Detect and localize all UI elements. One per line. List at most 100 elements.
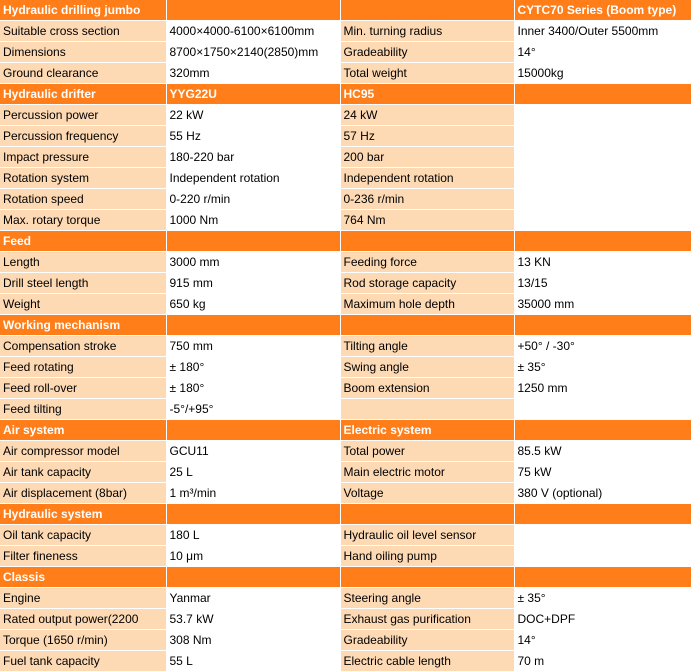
section-header-hydraulic-drifter: Hydraulic drifter YYG22U HC95 (0, 83, 691, 105)
section-header-cell: Working mechanism (0, 314, 167, 336)
spec-value-cell: 180 L (166, 524, 341, 546)
table-row: Air compressor model GCU11 Total power 85.5… (0, 440, 691, 462)
table-row: Feed tilting -5°/+95° (0, 398, 691, 420)
section-header-cell: Electric system (340, 419, 515, 441)
spec-label-cell: Air tank capacity (0, 461, 167, 483)
section-header-cell: Classis (0, 566, 167, 588)
spec-value-cell: 1250 mm (514, 377, 691, 399)
section-header-cell (166, 419, 341, 441)
spec-label-cell: Electric cable length (340, 650, 515, 672)
spec-label-cell: Feed rotating (0, 356, 167, 378)
spec-label-cell: Fuel tank capacity (0, 650, 167, 672)
spec-value-cell: 22 kW (166, 104, 341, 126)
spec-value-cell: 1 m³/min (166, 482, 341, 504)
section-header-cell (166, 314, 341, 336)
spec-value-cell: 75 kW (514, 461, 691, 483)
spec-value-cell: 650 kg (166, 293, 341, 315)
table-row: Max. rotary torque 1000 Nm 764 Nm (0, 209, 691, 231)
spec-value-cell: ± 180° (166, 377, 341, 399)
spec-label-cell: Dimensions (0, 41, 167, 63)
section-header-cell (514, 83, 691, 105)
spec-label-cell: Drill steel length (0, 272, 167, 294)
spec-value-cell: 25 L (166, 461, 341, 483)
spec-value-cell (514, 398, 691, 420)
section-header-cell: CYTC70 Series (Boom type) (514, 0, 691, 21)
section-header-cell: Hydraulic drifter (0, 83, 167, 105)
spec-label-cell: Weight (0, 293, 167, 315)
spec-label-cell: Compensation stroke (0, 335, 167, 357)
section-header-cell: HC95 (340, 83, 515, 105)
spec-value-cell: 380 V (optional) (514, 482, 691, 504)
section-header-cell (166, 503, 341, 525)
spec-value-cell: 14° (514, 41, 691, 63)
spec-label-cell: Steering angle (340, 587, 515, 609)
table-row: Feed rotating ± 180° Swing angle ± 35° (0, 356, 691, 378)
spec-label-cell: 764 Nm (340, 209, 515, 231)
table-row: Fuel tank capacity 55 L Electric cable len… (0, 650, 691, 672)
spec-value-cell: 15000kg (514, 62, 691, 84)
spec-label-cell: 24 kW (340, 104, 515, 126)
table-row: Filter fineness 10 μm Hand oiling pump (0, 545, 691, 567)
spec-label-cell: Air compressor model (0, 440, 167, 462)
spec-label-cell: Hydraulic oil level sensor (340, 524, 515, 546)
spec-label-cell: Length (0, 251, 167, 273)
spec-value-cell: 10 μm (166, 545, 341, 567)
table-row: Ground clearance 320mm Total weight 15000kg (0, 62, 691, 84)
spec-label-cell: Air displacement (8bar) (0, 482, 167, 504)
section-header-cell (340, 503, 515, 525)
section-header-cell (514, 503, 691, 525)
spec-value-cell: 750 mm (166, 335, 341, 357)
section-header-cell (514, 419, 691, 441)
spec-label-cell: Gradeability (340, 41, 515, 63)
table-row: Compensation stroke 750 mm Tilting angle +5… (0, 335, 691, 357)
spec-value-cell (514, 209, 691, 231)
spec-value-cell (514, 545, 691, 567)
table-row: Suitable cross section 4000×4000-6100×610… (0, 20, 691, 42)
table-row: Percussion frequency 55 Hz 57 Hz (0, 125, 691, 147)
spec-value-cell: 308 Nm (166, 629, 341, 651)
table-row: Drill steel length 915 mm Rod storage capa… (0, 272, 691, 294)
spec-value-cell (514, 188, 691, 210)
spec-value-cell: +50° / -30° (514, 335, 691, 357)
section-header-air-system: Air system Electric system (0, 419, 691, 441)
table-row: Oil tank capacity 180 L Hydraulic oil leve… (0, 524, 691, 546)
section-header-cell (340, 314, 515, 336)
spec-value-cell: 4000×4000-6100×6100mm (166, 20, 341, 42)
table-row: Air displacement (8bar) 1 m³/min Voltage 38… (0, 482, 691, 504)
section-header-working-mechanism: Working mechanism (0, 314, 691, 336)
spec-value-cell (514, 104, 691, 126)
section-header-cell (340, 566, 515, 588)
section-header-cell (514, 314, 691, 336)
section-header-cell: Hydraulic drilling jumbo (0, 0, 167, 21)
spec-label-cell: 0-236 r/min (340, 188, 515, 210)
table-row: Torque (1650 r/min) 308 Nm Gradeability 14° (0, 629, 691, 651)
table-row: Rotation system Independent rotation Indep… (0, 167, 691, 189)
spec-label-cell: Tilting angle (340, 335, 515, 357)
spec-label-cell: Rated output power(2200 (0, 608, 167, 630)
section-header-cell (166, 0, 341, 21)
spec-label-cell: Feed roll-over (0, 377, 167, 399)
spec-value-cell: 3000 mm (166, 251, 341, 273)
spec-value-cell: 0-220 r/min (166, 188, 341, 210)
spec-label-cell: Rod storage capacity (340, 272, 515, 294)
table-row: Length 3000 mm Feeding force 13 KN (0, 251, 691, 273)
spec-label-cell (340, 398, 515, 420)
spec-label-cell: Torque (1650 r/min) (0, 629, 167, 651)
spec-value-cell: 13 KN (514, 251, 691, 273)
spec-label-cell: Percussion power (0, 104, 167, 126)
table-row: Feed roll-over ± 180° Boom extension 1250 m… (0, 377, 691, 399)
spec-label-cell: Feeding force (340, 251, 515, 273)
spec-label-cell: Total power (340, 440, 515, 462)
spec-value-cell: Inner 3400/Outer 5500mm (514, 20, 691, 42)
spec-value-cell: 70 m (514, 650, 691, 672)
spec-value-cell: 85.5 kW (514, 440, 691, 462)
table-row: Rotation speed 0-220 r/min 0-236 r/min (0, 188, 691, 210)
spec-label-cell: Max. rotary torque (0, 209, 167, 231)
section-header-hydraulic-system: Hydraulic system (0, 503, 691, 525)
spec-label-cell: Exhaust gas purification (340, 608, 515, 630)
table-row: Engine Yanmar Steering angle ± 35° (0, 587, 691, 609)
spec-value-cell: -5°/+95° (166, 398, 341, 420)
spec-value-cell: Yanmar (166, 587, 341, 609)
spec-value-cell: 13/15 (514, 272, 691, 294)
spec-label-cell: Independent rotation (340, 167, 515, 189)
